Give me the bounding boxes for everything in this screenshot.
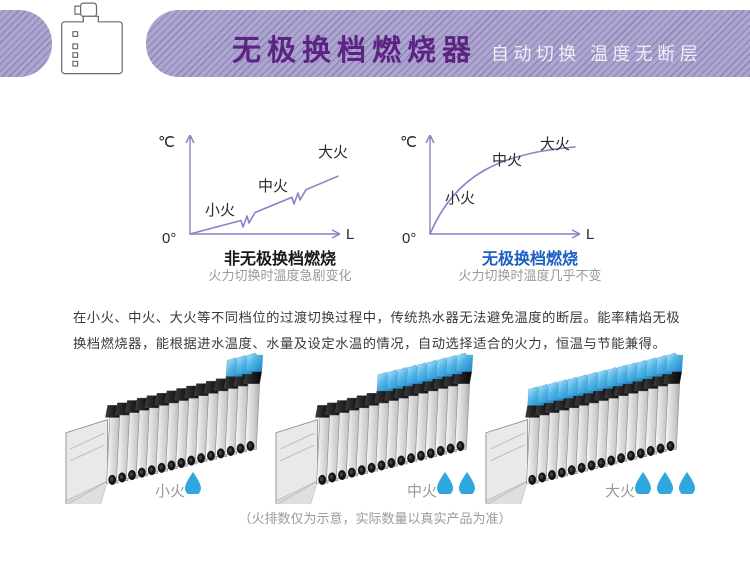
svg-text:大火: 大火 <box>318 144 348 161</box>
svg-text:中火: 中火 <box>258 178 288 195</box>
svg-text:0°: 0° <box>402 230 416 247</box>
svg-text:L: L <box>586 226 594 243</box>
svg-text:0°: 0° <box>162 230 176 247</box>
svg-text:L: L <box>346 226 354 243</box>
svg-text:中火: 中火 <box>492 152 522 169</box>
svg-text:℃: ℃ <box>158 135 175 151</box>
svg-text:小火: 小火 <box>205 202 235 219</box>
svg-text:℃: ℃ <box>400 135 417 151</box>
svg-text:小火: 小火 <box>445 190 475 207</box>
svg-text:大火: 大火 <box>540 136 570 153</box>
